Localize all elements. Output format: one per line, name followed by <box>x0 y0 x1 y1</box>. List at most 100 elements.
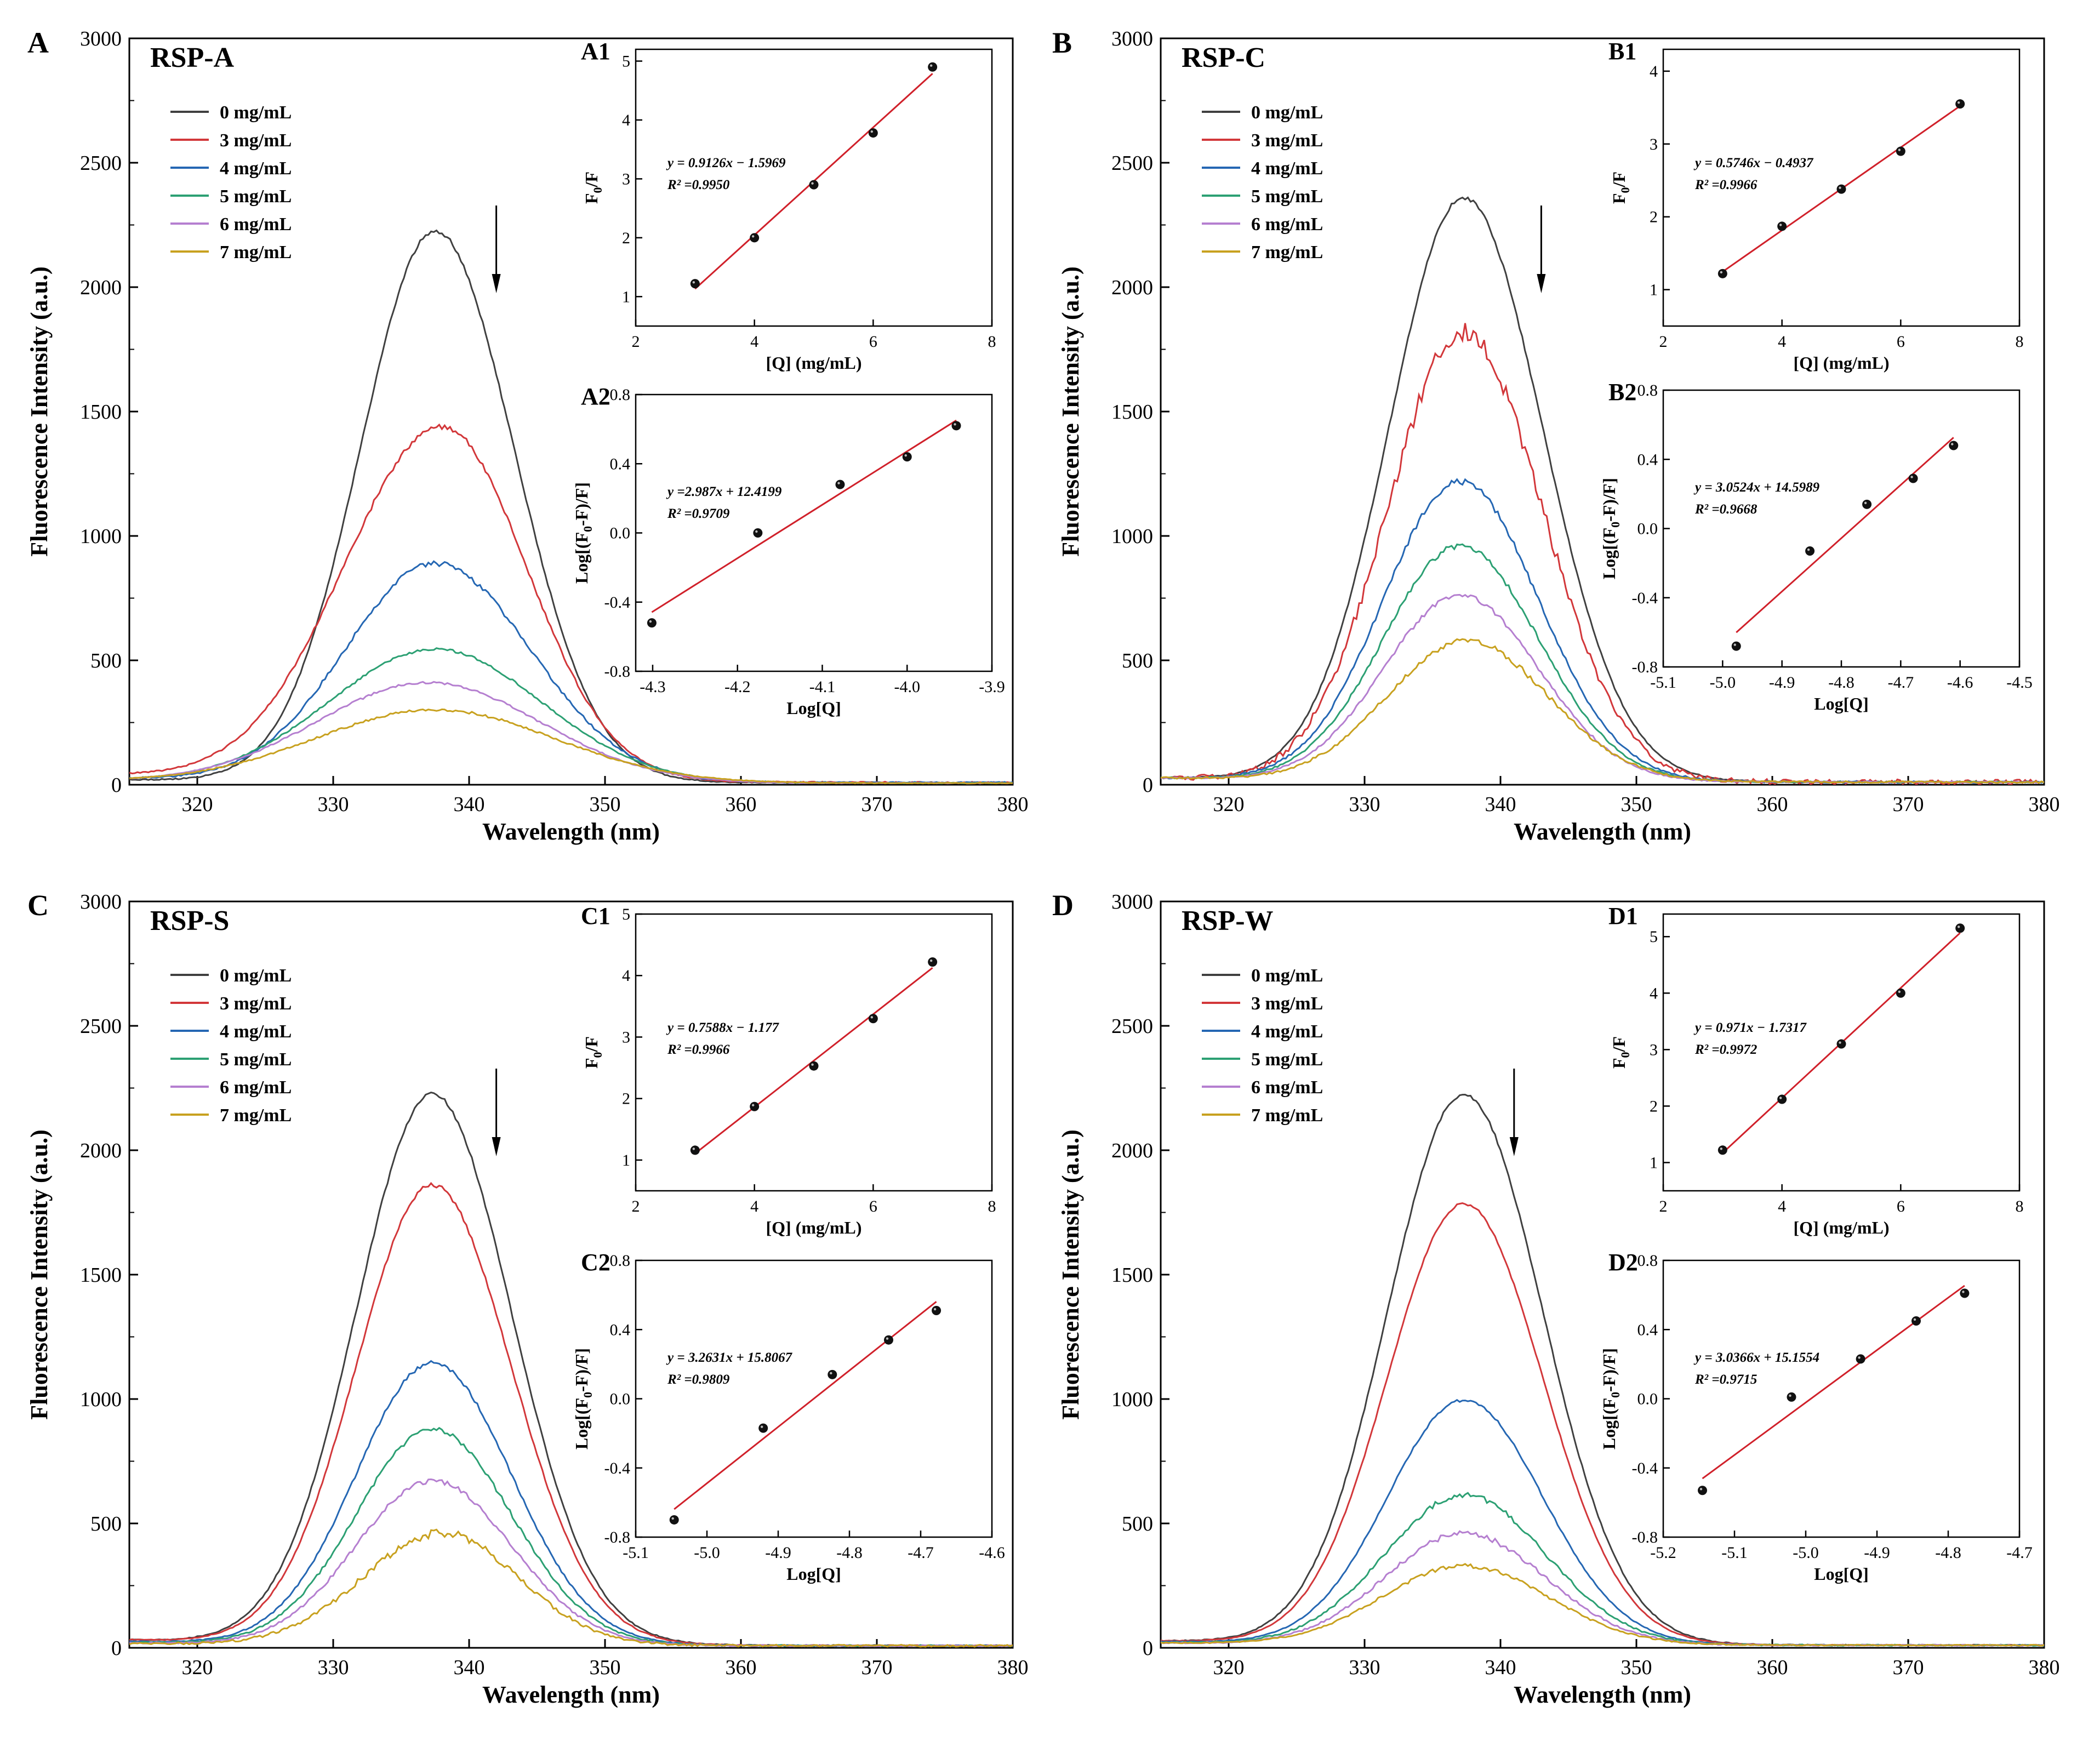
data-point <box>1717 1145 1727 1155</box>
inset-x-tick-label: 4 <box>750 333 758 351</box>
inset-y-tick-label: 0.4 <box>610 455 631 473</box>
y-tick-label: 3000 <box>80 27 122 50</box>
x-tick-label: 380 <box>997 1656 1029 1679</box>
data-point <box>1836 184 1846 194</box>
x-tick-label: 340 <box>1485 793 1516 816</box>
inset-y-axis-label: F0/F <box>1609 1036 1632 1069</box>
data-point-highlight <box>1733 643 1736 646</box>
data-point-highlight <box>761 1425 763 1428</box>
y-tick-label: 2000 <box>1111 276 1153 299</box>
panel-letter: A <box>27 26 49 59</box>
x-tick-label: 370 <box>1893 793 1924 816</box>
legend-label: 3 mg/mL <box>1251 994 1323 1014</box>
data-point <box>753 528 763 538</box>
fit-line <box>1702 1285 1965 1480</box>
data-point <box>750 1101 760 1111</box>
legend-label: 6 mg/mL <box>1251 214 1323 235</box>
data-point-highlight <box>929 64 933 67</box>
fit-equation: y = 3.0524x + 14.5989 <box>1693 480 1820 495</box>
fit-equation: y = 0.9126x − 1.5969 <box>666 156 786 170</box>
legend-label: 3 mg/mL <box>1251 130 1323 151</box>
y-tick-label: 0 <box>1143 1637 1153 1660</box>
inset-y-axis-label: Log[(F0-F)/F] <box>1599 478 1622 579</box>
inset-d2: -5.2 -5.1 -5.0 -4.9 -4.8 -4.7 -0.8 -0.4 0.0 0.4 0.… <box>1599 1249 2033 1584</box>
legend-label: 4 mg/mL <box>220 1021 292 1042</box>
fit-equation: y =2.987x + 12.4199 <box>666 484 782 499</box>
inset-frame <box>635 48 993 327</box>
legend-label: 5 mg/mL <box>220 186 292 207</box>
x-tick-label: 330 <box>318 1656 349 1679</box>
x-tick-label: 350 <box>590 793 621 816</box>
inset-x-axis-label: [Q] (mg/mL) <box>1793 353 1889 373</box>
inset-x-axis-label: [Q] (mg/mL) <box>766 1218 861 1237</box>
fit-r-squared: R² =0.9950 <box>667 178 730 192</box>
data-point <box>1731 641 1741 651</box>
inset-x-tick-label: -5.1 <box>623 1544 649 1562</box>
spectrum-panel-a: 320 330 340 350 360 370 3800500100015002000250… <box>26 26 1029 845</box>
inset-y-tick-label: 0.4 <box>610 1321 631 1339</box>
inset-y-tick-label: 0.0 <box>1637 1390 1658 1408</box>
inset-x-tick-label: -3.9 <box>979 678 1005 696</box>
legend-label: 7 mg/mL <box>220 242 292 262</box>
x-axis-label: Wavelength (nm) <box>482 1681 660 1708</box>
data-point <box>902 452 912 462</box>
fit-r-squared: R² =0.9715 <box>1694 1372 1757 1387</box>
data-point <box>932 1306 942 1316</box>
x-tick-label: 370 <box>1893 1656 1924 1679</box>
legend: 0 mg/mL 3 mg/mL 4 mg/mL 5 mg/mL 6 mg/mL 7 mg/… <box>1202 102 1323 262</box>
data-point-highlight <box>1807 548 1810 551</box>
y-tick-label: 1500 <box>80 1264 122 1287</box>
y-tick-label: 1000 <box>1111 1388 1153 1411</box>
x-tick-label: 350 <box>590 1656 621 1679</box>
inset-x-tick-label: -4.7 <box>908 1544 934 1562</box>
inset-y-tick-label: 3 <box>1650 1041 1658 1059</box>
data-point-highlight <box>755 530 758 533</box>
x-tick-label: 360 <box>1757 1656 1788 1679</box>
data-point-highlight <box>1951 443 1954 446</box>
y-tick-label: 0 <box>1143 774 1153 797</box>
data-point <box>868 128 878 138</box>
series-line-7mgml <box>129 708 1013 785</box>
data-point <box>669 1515 679 1525</box>
legend-label: 5 mg/mL <box>220 1049 292 1070</box>
x-tick-label: 330 <box>1349 1656 1380 1679</box>
inset-x-tick-label: -5.0 <box>1710 673 1736 692</box>
inset-x-tick-label: 2 <box>1659 1197 1668 1215</box>
y-tick-label: 1000 <box>1111 525 1153 548</box>
panel-title: RSP-W <box>1182 905 1274 937</box>
inset-frame <box>635 393 993 672</box>
fit-line <box>674 1301 937 1510</box>
inset-x-tick-label: 8 <box>988 1197 996 1215</box>
data-point <box>928 62 938 72</box>
inset-frame <box>1662 389 2021 668</box>
inset-y-tick-label: 5 <box>622 905 630 923</box>
y-tick-label: 1000 <box>80 525 122 548</box>
inset-c1: 2 4 6 8 1 2 3 4 5 [Q] (mg/mL) F0/F C1 y = 0.7588x − … <box>581 903 996 1237</box>
legend: 0 mg/mL 3 mg/mL 4 mg/mL 5 mg/mL 6 mg/mL 7 mg/… <box>1202 966 1323 1126</box>
inset-y-tick-label: 0.0 <box>610 1390 631 1408</box>
data-point <box>758 1423 768 1433</box>
data-point <box>1856 1354 1865 1364</box>
y-tick-label: 3000 <box>1111 890 1153 914</box>
x-tick-label: 340 <box>1485 1656 1516 1679</box>
spectra-lines <box>1161 196 2044 785</box>
inset-x-tick-label: 8 <box>2016 333 2024 351</box>
legend-label: 0 mg/mL <box>1251 102 1323 123</box>
fit-line <box>1736 437 1954 633</box>
fit-equation: y = 3.0366x + 15.1554 <box>1693 1350 1819 1365</box>
fit-equation: y = 3.2631x + 15.8067 <box>666 1350 793 1365</box>
panel-letter: C <box>27 889 49 922</box>
inset-y-tick-label: 0.8 <box>1637 1252 1658 1270</box>
data-point-highlight <box>1913 1318 1916 1321</box>
x-tick-label: 350 <box>1621 1656 1652 1679</box>
data-point-highlight <box>933 1308 937 1311</box>
inset-y-tick-label: 4 <box>1650 62 1658 81</box>
data-point-highlight <box>830 1372 832 1375</box>
legend-label: 4 mg/mL <box>1251 1021 1323 1042</box>
inset-d1: 2 4 6 8 1 2 3 4 5 [Q] (mg/mL) F0/F D1 y = 0.971x − 1… <box>1608 903 2024 1237</box>
inset-label: C2 <box>581 1249 610 1276</box>
panel-title: RSP-A <box>150 42 235 73</box>
inset-x-axis-label: Log[Q] <box>1814 694 1869 713</box>
inset-y-tick-label: -0.4 <box>604 1459 631 1477</box>
